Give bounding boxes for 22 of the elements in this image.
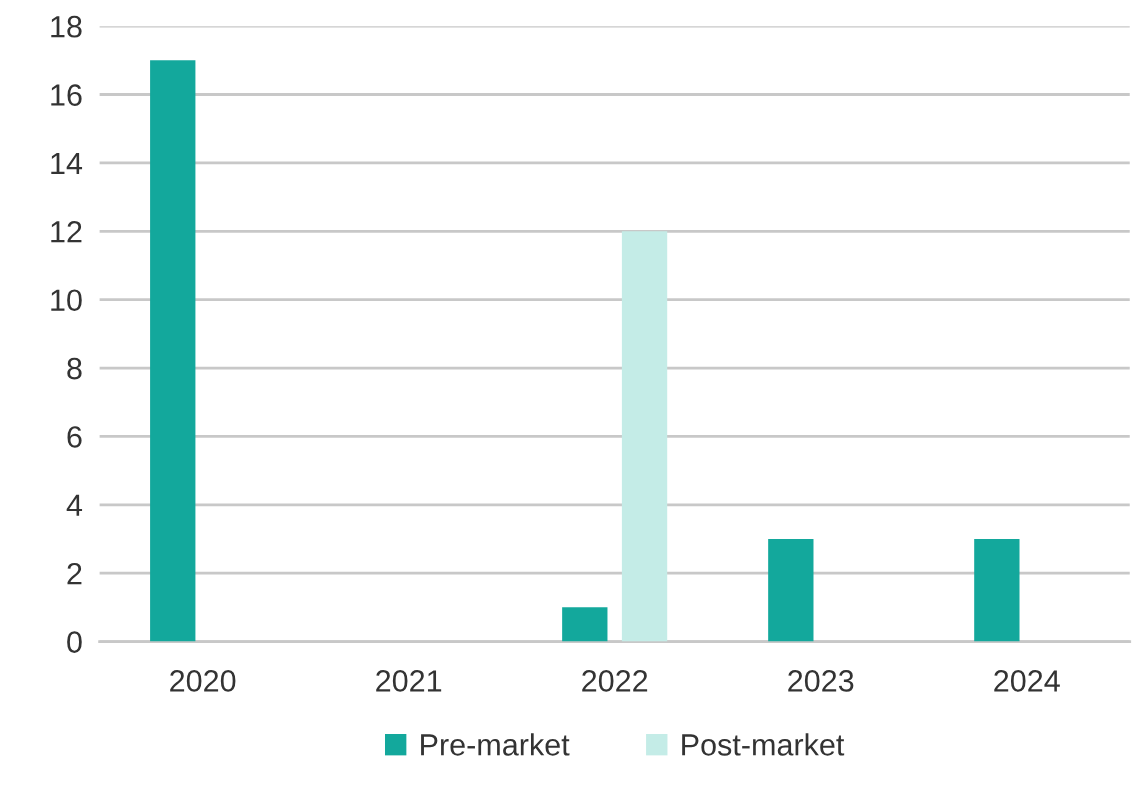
x-tick-label: 2024 — [994, 670, 1060, 692]
bar — [974, 538, 1020, 642]
x-tick-label: 2020 — [170, 670, 236, 692]
x-tick-label: 2022 — [582, 670, 648, 692]
y-tick-label: 14 — [51, 152, 83, 174]
x-tick-label: 2023 — [788, 670, 854, 692]
bar — [621, 231, 668, 642]
legend-label: Pre-market — [421, 733, 570, 756]
y-tick-label: 6 — [67, 426, 82, 448]
y-tick-label: 2 — [67, 562, 82, 585]
bar — [150, 60, 196, 642]
y-tick-label: 10 — [51, 289, 82, 312]
x-tick-label: 2021 — [376, 670, 442, 692]
y-tick-label: 8 — [67, 357, 82, 380]
bar — [768, 538, 814, 642]
bar — [562, 607, 608, 642]
legend-label: Post-market — [682, 733, 845, 756]
y-tick-label: 12 — [51, 221, 82, 243]
y-tick-label: 0 — [67, 631, 82, 653]
y-tick-label: 16 — [51, 84, 82, 106]
y-tick-label: 4 — [66, 494, 83, 516]
y-tick-label: 18 — [51, 15, 82, 38]
